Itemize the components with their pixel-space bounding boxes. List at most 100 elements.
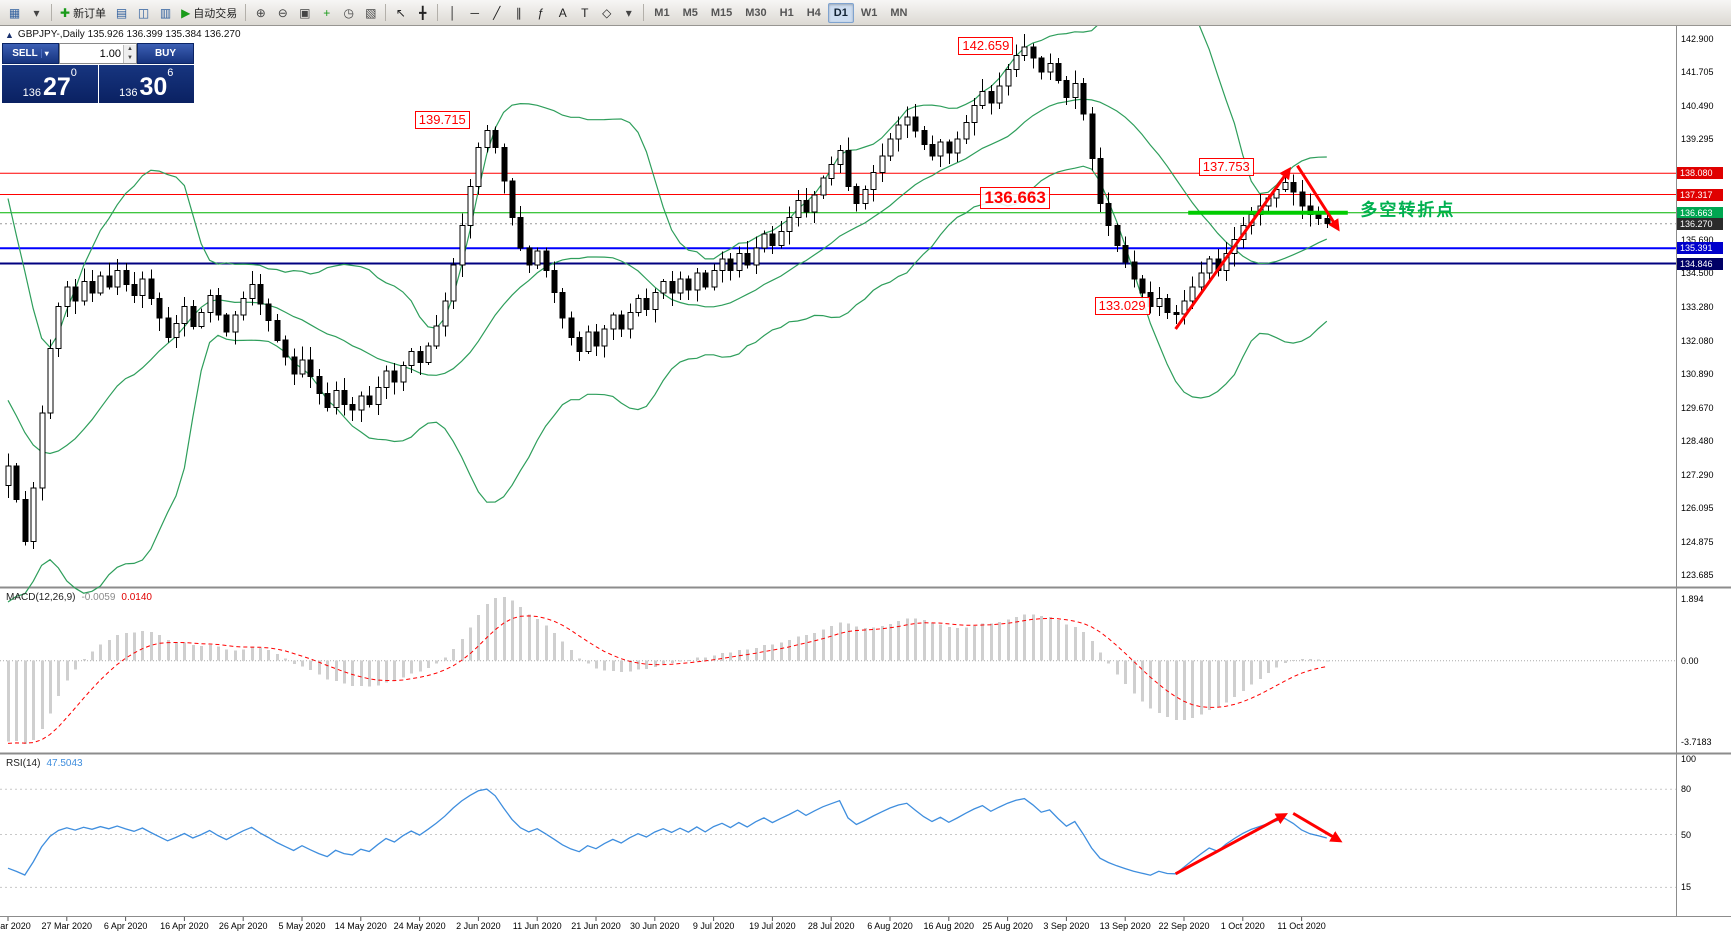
candle	[996, 85, 1003, 104]
price-axis-label: 123.685	[1681, 570, 1714, 581]
timeframe-h4[interactable]: H4	[806, 6, 821, 19]
autotrade-button[interactable]: ▶ 自动交易	[177, 3, 241, 23]
sell-price-display[interactable]: 136 27 0	[2, 65, 98, 103]
candle	[1072, 82, 1079, 98]
bollinger-band	[7, 165, 1328, 603]
candle	[660, 281, 667, 294]
rsi-indicator-label: RSI(14) 47.5043	[6, 758, 83, 769]
price-annotation[interactable]: 139.715	[414, 110, 470, 129]
date-label: 16 Aug 2020	[923, 921, 975, 931]
candle	[391, 370, 398, 383]
candle	[375, 387, 382, 406]
vertical-line-icon: │	[449, 5, 457, 20]
date-label: 3 Sep 2020	[1043, 921, 1090, 931]
price-axis-label: 139.295	[1681, 134, 1714, 145]
rsi-trend-arrow[interactable]	[1292, 812, 1343, 843]
candle	[450, 264, 457, 302]
candle	[341, 390, 348, 405]
crosshair-icon[interactable]: ╋	[412, 3, 433, 23]
date-label: 2 Jun 2020	[456, 921, 501, 931]
candle	[207, 295, 214, 313]
candle	[265, 303, 272, 322]
price-annotation[interactable]: 133.029	[1094, 297, 1150, 316]
candle	[97, 275, 104, 294]
candle	[879, 155, 886, 174]
candle	[459, 225, 466, 266]
volume-down-icon[interactable]: ▼	[124, 53, 136, 63]
indicators-icon[interactable]: +	[316, 3, 337, 23]
candle	[1055, 63, 1062, 81]
trend-arrow[interactable]	[1296, 164, 1340, 232]
tile-windows-icon[interactable]: ▣	[294, 3, 315, 23]
price-axis-label: 129.670	[1681, 403, 1714, 414]
turning-point-note[interactable]: 多空转折点	[1360, 200, 1456, 220]
label-icon[interactable]: T	[574, 3, 595, 23]
price-axis-label: 134.500	[1681, 268, 1714, 279]
buy-price-display[interactable]: 136 30 6	[98, 65, 194, 103]
sell-dropdown-icon[interactable]: ▾	[40, 49, 49, 58]
candle	[492, 130, 499, 148]
chart-dropdown-icon[interactable]: ▾	[26, 3, 47, 23]
vertical-line-icon[interactable]: │	[442, 3, 463, 23]
timeframe-mn[interactable]: MN	[890, 6, 908, 19]
trend-arrow[interactable]	[1174, 166, 1292, 330]
trendline-icon: ╱	[493, 5, 501, 20]
candle	[954, 138, 961, 154]
candle	[366, 395, 373, 406]
candle	[727, 258, 734, 271]
market-watch-icon[interactable]: ▤	[111, 3, 132, 23]
toolbar-separator	[437, 4, 439, 21]
data-window-icon[interactable]: ◫	[133, 3, 154, 23]
candle	[383, 370, 390, 389]
candle	[803, 200, 810, 213]
shapes-icon[interactable]: ◇	[596, 3, 617, 23]
price-axis-tag: 134.846	[1677, 257, 1723, 270]
zoom-in-icon[interactable]: ⊕	[250, 3, 271, 23]
timeframe-h1[interactable]: H1	[779, 6, 794, 19]
price-annotation[interactable]: 136.663	[980, 186, 1050, 209]
one-click-toggle-icon[interactable]: ▲	[5, 29, 14, 40]
trendline-icon[interactable]: ╱	[486, 3, 507, 23]
candle	[282, 339, 289, 358]
chart-window-icon[interactable]: ▦	[4, 3, 25, 23]
candle	[55, 306, 62, 350]
horizontal-line-icon[interactable]: ─	[464, 3, 485, 23]
price-annotation[interactable]: 137.753	[1198, 158, 1254, 177]
price-axis-tag: 135.391	[1677, 242, 1723, 255]
arrows-dropdown-icon[interactable]: ▾	[618, 3, 639, 23]
candle	[862, 188, 869, 204]
price-annotation[interactable]: 142.659	[958, 37, 1014, 56]
timeframe-m30[interactable]: M30	[745, 6, 767, 19]
rsi-trend-arrow[interactable]	[1174, 813, 1288, 876]
sell-button[interactable]: SELL ▾	[2, 43, 59, 64]
candle	[576, 336, 583, 352]
fibonacci-icon[interactable]: ƒ	[530, 3, 551, 23]
candle	[526, 247, 533, 266]
timeframe-m5[interactable]: M5	[682, 6, 698, 19]
candle	[30, 487, 37, 542]
candle	[1047, 63, 1054, 73]
volume-input[interactable]	[60, 47, 123, 60]
templates-icon[interactable]: ▧	[360, 3, 381, 23]
candle	[1021, 46, 1028, 56]
buy-button[interactable]: BUY	[137, 43, 194, 64]
channel-icon[interactable]: ∥	[508, 3, 529, 23]
cursor-icon[interactable]: ↖	[390, 3, 411, 23]
text-icon[interactable]: A	[552, 3, 573, 23]
terminal-icon[interactable]: ▥	[155, 3, 176, 23]
periods-icon[interactable]: ◷	[338, 3, 359, 23]
crosshair-icon: ╋	[419, 5, 427, 20]
candle	[937, 141, 944, 157]
candle	[719, 258, 726, 271]
zoom-out-icon[interactable]: ⊖	[272, 3, 293, 23]
candle	[1063, 80, 1070, 98]
volume-up-icon[interactable]: ▲	[124, 44, 136, 54]
timeframe-m15[interactable]: M15	[710, 6, 733, 19]
timeframe-w1[interactable]: W1	[860, 6, 878, 19]
timeframe-m1[interactable]: M1	[654, 6, 670, 19]
candle	[543, 250, 550, 271]
new-order-button[interactable]: ✚ 新订单	[56, 3, 110, 23]
timeframe-d1[interactable]: D1	[827, 2, 854, 23]
